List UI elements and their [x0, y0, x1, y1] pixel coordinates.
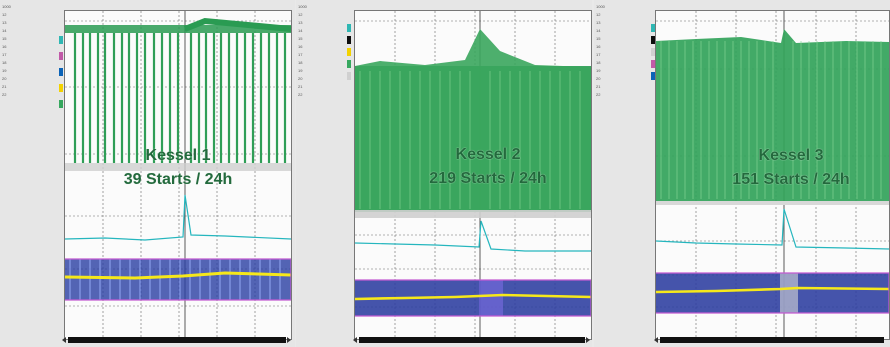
boiler-trend-chart-1	[65, 11, 291, 339]
legend-swatch	[651, 72, 655, 80]
boiler-panel-1: 1000 12 13 14 15 16 17 18 19 20 21 22	[0, 0, 295, 347]
legend-label: 18	[596, 60, 601, 65]
legend-label: 18	[2, 60, 7, 65]
legend-swatch	[347, 48, 351, 56]
legend-swatch	[59, 36, 63, 44]
legend-swatch	[651, 60, 655, 68]
legend-label: 19	[298, 68, 303, 73]
boiler-panel-3: 1000 12 13 14 15 16 17 18 19 20 21 22	[594, 0, 890, 347]
legend-swatch	[651, 24, 655, 32]
boiler-panel-2: 1000 12 13 14 15 16 17 18 19 20 21 22	[296, 0, 592, 347]
boiler-summary-1: Kessel 1 39 Starts / 24h	[89, 144, 267, 192]
legend-label: 13	[596, 20, 601, 25]
horizontal-scrollbar[interactable]	[68, 337, 286, 343]
plot-area-2	[354, 10, 592, 340]
legend-swatch	[59, 84, 63, 92]
scroll-right-icon[interactable]	[287, 337, 291, 343]
legend-label: 14	[2, 28, 7, 33]
legend-label: 14	[596, 28, 601, 33]
horizontal-scrollbar[interactable]	[660, 337, 884, 343]
boiler-starts: 39 Starts / 24h	[123, 171, 233, 188]
legend-label: 20	[596, 76, 601, 81]
boiler-title: Kessel 1	[145, 147, 211, 164]
legend-label: 21	[596, 84, 601, 89]
legend-label: 18	[298, 60, 303, 65]
legend-label: 1000	[596, 4, 605, 9]
scroll-right-icon[interactable]	[586, 337, 590, 343]
boiler-starts: 219 Starts / 24h	[429, 170, 547, 187]
plot-area-3	[655, 10, 890, 340]
legend-label: 13	[2, 20, 7, 25]
plot-area-1	[64, 10, 292, 340]
legend-label: 20	[2, 76, 7, 81]
scroll-left-icon[interactable]	[353, 337, 357, 343]
legend-swatch	[347, 36, 351, 44]
horizontal-scrollbar[interactable]	[359, 337, 585, 343]
legend-label: 15	[298, 36, 303, 41]
legend-label: 16	[298, 44, 303, 49]
legend-label: 22	[596, 92, 601, 97]
legend-label: 17	[298, 52, 303, 57]
legend-label: 12	[596, 12, 601, 17]
legend-swatch	[347, 24, 351, 32]
boiler-summary-3: Kessel 3 151 Starts / 24h	[702, 144, 880, 192]
legend-swatch	[347, 72, 351, 80]
boiler-trend-chart-2	[355, 11, 591, 339]
legend-label: 15	[2, 36, 7, 41]
legend-label: 15	[596, 36, 601, 41]
legend-label: 14	[298, 28, 303, 33]
legend-1: 1000 12 13 14 15 16 17 18 19 20 21 22	[0, 4, 63, 344]
scroll-left-icon[interactable]	[62, 337, 66, 343]
scroll-left-icon[interactable]	[654, 337, 658, 343]
legend-2: 1000 12 13 14 15 16 17 18 19 20 21 22	[296, 4, 351, 344]
legend-swatch	[651, 48, 655, 56]
legend-label: 21	[298, 84, 303, 89]
legend-label: 21	[2, 84, 7, 89]
legend-label: 17	[596, 52, 601, 57]
boiler-title: Kessel 2	[455, 146, 521, 163]
legend-label: 13	[298, 20, 303, 25]
legend-swatch	[59, 52, 63, 60]
legend-swatch	[347, 60, 351, 68]
legend-3: 1000 12 13 14 15 16 17 18 19 20 21 22	[594, 4, 655, 344]
legend-label: 19	[596, 68, 601, 73]
boiler-starts: 151 Starts / 24h	[732, 171, 850, 188]
legend-label: 16	[596, 44, 601, 49]
legend-label: 17	[2, 52, 7, 57]
legend-label: 16	[2, 44, 7, 49]
legend-label: 20	[298, 76, 303, 81]
legend-label: 22	[2, 92, 7, 97]
legend-label: 1000	[298, 4, 307, 9]
legend-label: 12	[2, 12, 7, 17]
legend-label: 1000	[2, 4, 11, 9]
legend-swatch	[59, 100, 63, 108]
boiler-title: Kessel 3	[758, 147, 824, 164]
legend-swatch	[651, 36, 655, 44]
boiler-summary-2: Kessel 2 219 Starts / 24h	[399, 143, 577, 191]
legend-swatch	[59, 68, 63, 76]
legend-label: 19	[2, 68, 7, 73]
legend-label: 22	[298, 92, 303, 97]
boiler-trend-chart-3	[656, 11, 889, 339]
legend-label: 12	[298, 12, 303, 17]
